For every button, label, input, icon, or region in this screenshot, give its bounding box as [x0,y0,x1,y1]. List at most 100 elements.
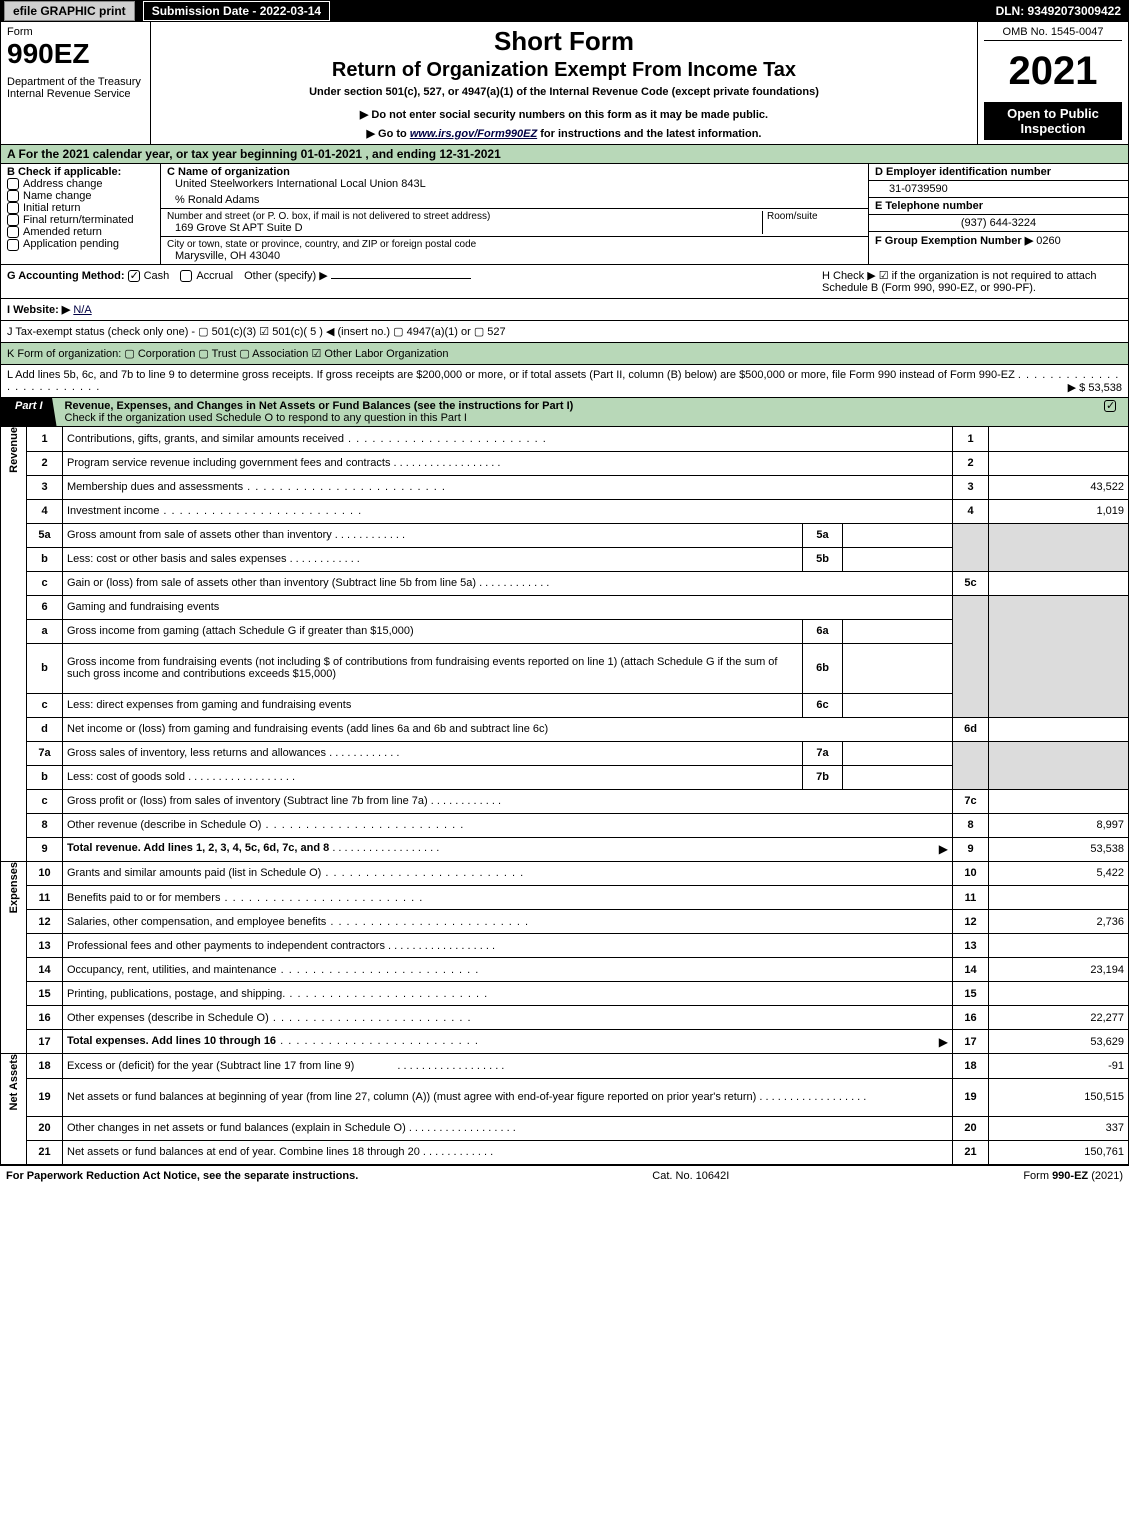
g-label: G Accounting Method: [7,270,125,282]
col-def: D Employer identification number 31-0739… [868,164,1128,264]
website-value[interactable]: N/A [73,304,91,316]
col-c: C Name of organization United Steelworke… [161,164,868,264]
g-accounting: G Accounting Method: Cash Accrual Other … [7,269,471,294]
line-7c: cGross profit or (loss) from sales of in… [27,789,1129,813]
e-label: E Telephone number [869,198,1128,215]
line-20: 20Other changes in net assets or fund ba… [27,1116,1129,1140]
i-label: I Website: ▶ [7,304,70,316]
addr-block: Number and street (or P. O. box, if mail… [161,209,868,237]
chk-name-change[interactable]: Name change [7,190,154,202]
goto-line: ▶ Go to www.irs.gov/Form990EZ for instru… [157,127,971,140]
line-11: 11Benefits paid to or for members11 [27,886,1129,910]
c-label: C Name of organization [167,166,862,178]
expenses-section: Expenses 10Grants and similar amounts pa… [0,862,1129,1055]
header-center: Short Form Return of Organization Exempt… [151,22,978,144]
form-number: 990EZ [7,38,144,70]
submission-date: Submission Date - 2022-03-14 [143,1,330,21]
net-assets-vlabel: Net Assets [0,1054,26,1165]
open-public: Open to Public Inspection [984,102,1122,140]
net-assets-section: Net Assets 18Excess or (deficit) for the… [0,1054,1129,1165]
chk-accrual[interactable] [180,270,192,282]
org-info-grid: B Check if applicable: Address change Na… [0,164,1129,265]
form-subtitle: Under section 501(c), 527, or 4947(a)(1)… [157,86,971,98]
line-17: 17Total expenses. Add lines 10 through 1… [27,1030,1129,1054]
efile-print-button[interactable]: efile GRAPHIC print [4,1,135,21]
line-18: 18Excess or (deficit) for the year (Subt… [27,1054,1129,1078]
row-j-tax-status: J Tax-exempt status (check only one) - ▢… [0,321,1129,343]
irs-link[interactable]: www.irs.gov/Form990EZ [410,128,537,140]
lbl-address-change: Address change [23,178,103,190]
l-text: L Add lines 5b, 6c, and 7b to line 9 to … [7,369,1015,381]
form-word: Form [7,26,144,38]
line-19: 19Net assets or fund balances at beginni… [27,1078,1129,1116]
col-b: B Check if applicable: Address change Na… [1,164,161,264]
form-header: Form 990EZ Department of the Treasury In… [0,22,1129,145]
line-16: 16Other expenses (describe in Schedule O… [27,1006,1129,1030]
f-group: F Group Exemption Number ▶ 0260 [869,232,1128,249]
h-check: H Check ▶ ☑ if the organization is not r… [822,269,1122,294]
part-1-title: Revenue, Expenses, and Changes in Net As… [57,398,1096,426]
revenue-section: Revenue 1Contributions, gifts, grants, a… [0,427,1129,862]
chk-cash[interactable] [128,270,140,282]
dept-treasury: Department of the Treasury [7,76,144,88]
ssn-warning: ▶ Do not enter social security numbers o… [157,108,971,121]
form-title: Return of Organization Exempt From Incom… [157,59,971,82]
part-1-label: Part I [1,398,57,426]
part-1-sub: Check if the organization used Schedule … [65,412,467,424]
footer-left: For Paperwork Reduction Act Notice, see … [6,1170,358,1182]
net-assets-table: 18Excess or (deficit) for the year (Subt… [26,1054,1129,1165]
page-footer: For Paperwork Reduction Act Notice, see … [0,1165,1129,1186]
line-5c: cGain or (loss) from sale of assets othe… [27,571,1129,595]
phone: (937) 644-3224 [869,215,1128,232]
line-1: 1Contributions, gifts, grants, and simil… [27,427,1129,451]
lbl-final: Final return/terminated [23,214,134,226]
line-10: 10Grants and similar amounts paid (list … [27,862,1129,886]
lbl-accrual: Accrual [196,270,233,282]
chk-amended[interactable]: Amended return [7,226,154,238]
line-2: 2Program service revenue including gover… [27,451,1129,475]
row-i-website: I Website: ▶ N/A [0,299,1129,321]
expenses-table: 10Grants and similar amounts paid (list … [26,862,1129,1055]
omb-number: OMB No. 1545-0047 [984,26,1122,41]
topbar: efile GRAPHIC print Submission Date - 20… [0,0,1129,22]
expenses-vlabel: Expenses [0,862,26,1055]
row-a-tax-year: A For the 2021 calendar year, or tax yea… [0,145,1129,164]
footer-catalog: Cat. No. 10642I [652,1170,729,1182]
part-1-check[interactable] [1096,398,1128,426]
line-5a: 5aGross amount from sale of assets other… [27,523,1129,547]
street-address: 169 Grove St APT Suite D [167,222,762,234]
revenue-vlabel: Revenue [0,427,26,862]
row-k-org-type: K Form of organization: ▢ Corporation ▢ … [0,343,1129,365]
line-6: 6Gaming and fundraising events [27,595,1129,619]
chk-initial-return[interactable]: Initial return [7,202,154,214]
line-7a: 7aGross sales of inventory, less returns… [27,741,1129,765]
lbl-initial: Initial return [23,202,80,214]
lbl-other: Other (specify) ▶ [244,270,328,282]
line-6d: dNet income or (loss) from gaming and fu… [27,717,1129,741]
line-14: 14Occupancy, rent, utilities, and mainte… [27,958,1129,982]
footer-right: Form 990-EZ (2021) [1023,1170,1123,1182]
l-amount: ▶ $ 53,538 [1068,381,1122,394]
b-header: B Check if applicable: [7,166,154,178]
line-21: 21Net assets or fund balances at end of … [27,1140,1129,1164]
d-label: D Employer identification number [869,164,1128,181]
line-12: 12Salaries, other compensation, and empl… [27,910,1129,934]
lbl-pending: Application pending [23,238,119,250]
line-15: 15Printing, publications, postage, and s… [27,982,1129,1006]
group-number: 0260 [1036,235,1060,247]
chk-address-change[interactable]: Address change [7,178,154,190]
chk-pending[interactable]: Application pending [7,238,154,250]
row-l-gross-receipts: L Add lines 5b, 6c, and 7b to line 9 to … [0,365,1129,398]
header-left: Form 990EZ Department of the Treasury In… [1,22,151,144]
care-of: % Ronald Adams [167,194,862,206]
part-1-header: Part I Revenue, Expenses, and Changes in… [0,398,1129,427]
room-label: Room/suite [767,211,862,222]
line-13: 13Professional fees and other payments t… [27,934,1129,958]
lbl-name-change: Name change [23,190,92,202]
lbl-cash: Cash [144,270,170,282]
chk-final-return[interactable]: Final return/terminated [7,214,154,226]
header-right: OMB No. 1545-0047 2021 Open to Public In… [978,22,1128,144]
lbl-amended: Amended return [23,226,102,238]
org-name: United Steelworkers International Local … [167,178,862,190]
row-g-h: G Accounting Method: Cash Accrual Other … [0,265,1129,299]
